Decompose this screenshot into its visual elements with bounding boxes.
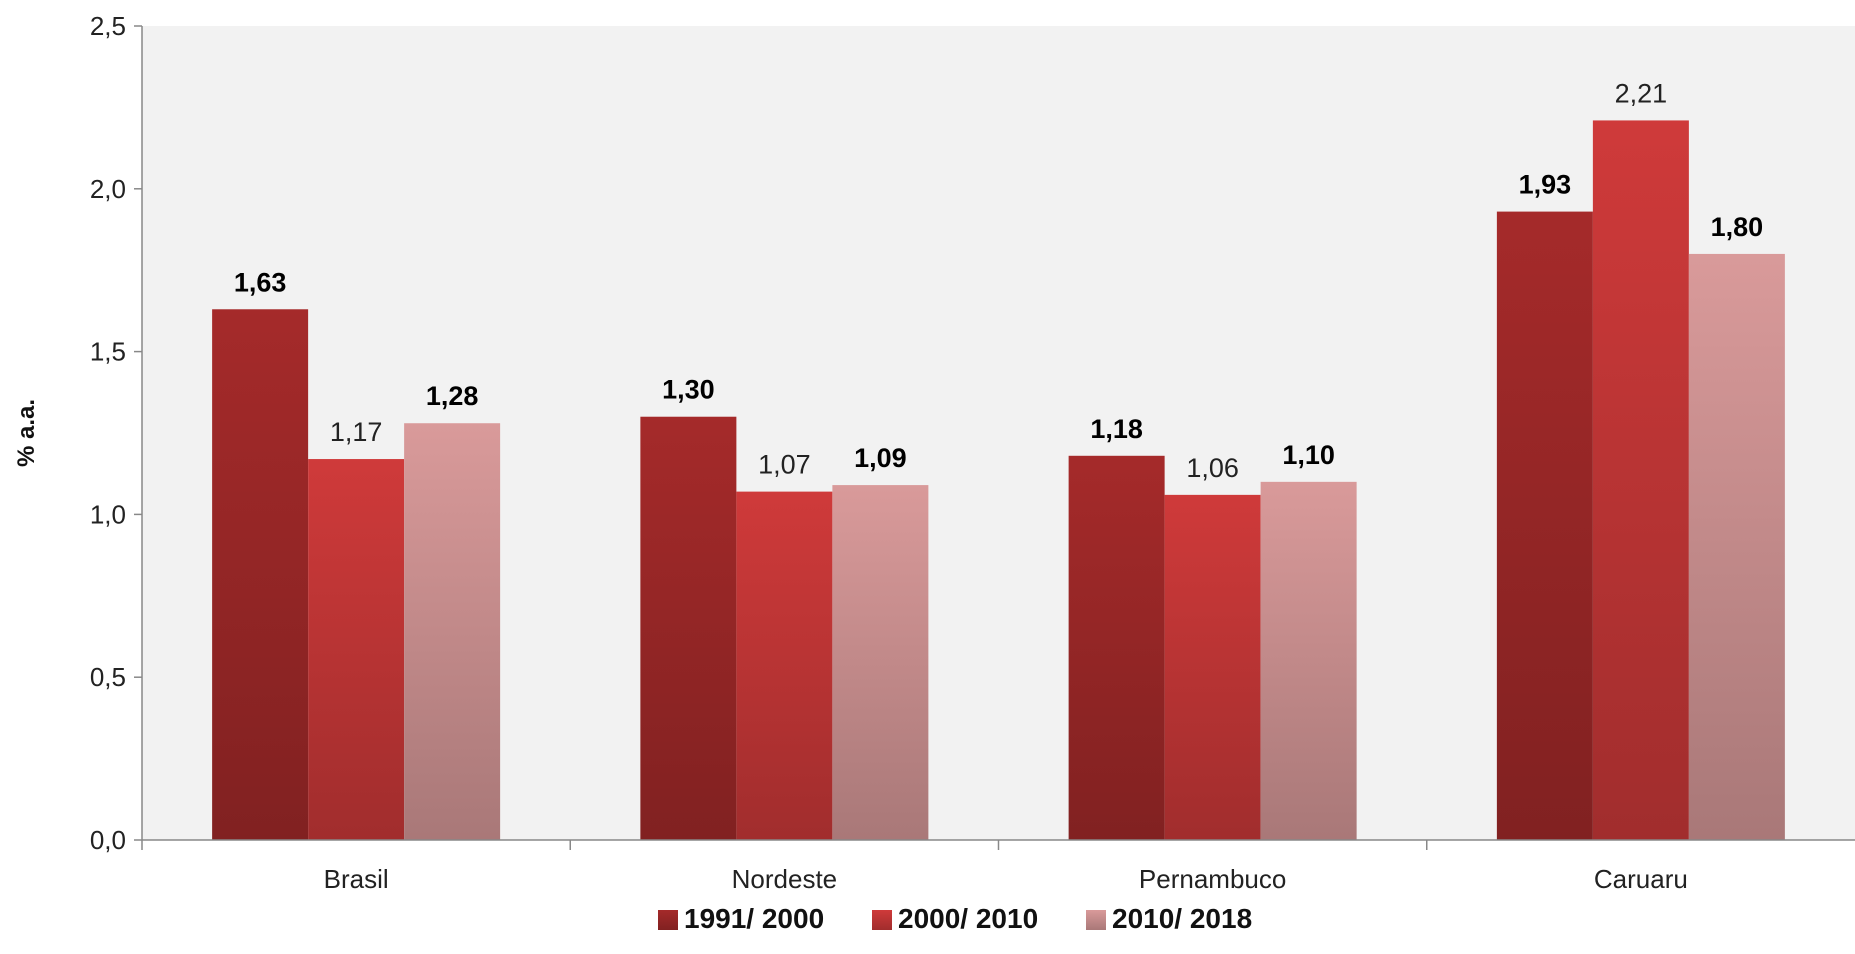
y-tick-label: 0,0: [90, 825, 126, 855]
category-label: Nordeste: [732, 864, 838, 894]
legend-swatch: [1086, 910, 1106, 930]
data-label: 1,63: [234, 267, 287, 297]
data-label: 1,07: [758, 450, 811, 480]
data-label: 1,18: [1090, 414, 1143, 444]
bar-pernambuco-series-2: [1164, 494, 1261, 840]
legend-swatch: [872, 910, 892, 930]
legend-label: 2000/ 2010: [898, 903, 1038, 934]
bar-pernambuco-series-3: [1260, 481, 1357, 840]
category-label: Caruaru: [1594, 864, 1688, 894]
data-label: 1,28: [426, 381, 479, 411]
data-label: 2,21: [1615, 78, 1668, 108]
data-label: 1,17: [330, 417, 383, 447]
bar-caruaru-series-1: [1496, 211, 1593, 841]
y-tick-label: 0,5: [90, 662, 126, 692]
bar-caruaru-series-2: [1592, 120, 1689, 840]
category-label: Pernambuco: [1139, 864, 1286, 894]
bar-brasil-series-3: [404, 423, 501, 840]
bar-brasil-series-2: [308, 459, 405, 840]
y-axis-title: % a.a.: [13, 399, 40, 467]
data-label: 1,09: [854, 443, 907, 473]
bar-pernambuco-series-1: [1068, 455, 1165, 840]
bar-nordeste-series-2: [736, 491, 833, 840]
legend-label: 2010/ 2018: [1112, 903, 1252, 934]
legend-swatch: [658, 910, 678, 930]
y-tick-label: 1,0: [90, 499, 126, 529]
y-tick-label: 2,5: [90, 11, 126, 41]
legend-label: 1991/ 2000: [684, 903, 824, 934]
y-tick-label: 1,5: [90, 337, 126, 367]
data-label: 1,93: [1519, 170, 1572, 200]
data-label: 1,80: [1711, 212, 1764, 242]
data-label: 1,06: [1186, 453, 1239, 483]
bar-caruaru-series-3: [1688, 253, 1785, 841]
y-tick-label: 2,0: [90, 174, 126, 204]
data-label: 1,30: [662, 375, 715, 405]
category-label: Brasil: [324, 864, 389, 894]
data-label: 1,10: [1282, 440, 1335, 470]
bar-nordeste-series-1: [640, 416, 737, 840]
bar-brasil-series-1: [212, 309, 309, 841]
bar-nordeste-series-3: [832, 485, 929, 840]
